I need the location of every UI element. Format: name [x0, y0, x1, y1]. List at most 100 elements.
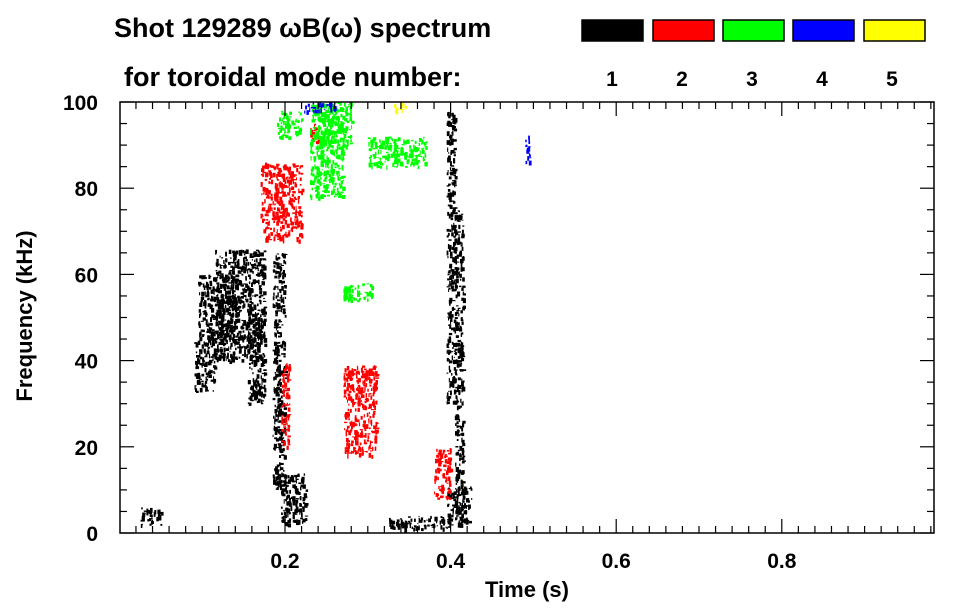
spectrum-pixel	[277, 415, 279, 420]
spectrum-pixel	[278, 127, 281, 130]
spectrum-pixel	[231, 356, 235, 360]
spectrum-pixel	[279, 378, 282, 381]
spectrum-pixel	[288, 173, 290, 176]
spectrum-pixel	[365, 397, 369, 402]
spectrum-pixel	[230, 304, 233, 307]
spectrum-pixel	[347, 408, 349, 411]
spectrum-pixel	[288, 414, 292, 416]
spectrum-pixel	[370, 143, 374, 148]
spectrum-pixel	[210, 335, 213, 339]
spectrum-pixel	[214, 330, 217, 333]
spectrum-pixel	[260, 376, 262, 379]
spectrum-pixel	[447, 461, 450, 464]
spectrum-pixel	[286, 123, 290, 125]
spectrum-pixel	[461, 385, 465, 387]
spectrum-pixel	[292, 212, 296, 214]
spectrum-pixel	[276, 357, 279, 360]
spectrum-pixel	[213, 376, 215, 381]
spectrum-pixel	[360, 387, 362, 390]
spectrum-pixel	[315, 110, 318, 112]
spectrum-pixel	[243, 321, 247, 325]
spectrum-pixel	[280, 344, 283, 349]
spectrum-pixel	[203, 341, 205, 346]
spectrum-pixel	[310, 172, 313, 176]
spectrum-pixel	[447, 468, 450, 471]
spectrum-pixel	[251, 259, 253, 261]
spectrum-pixel	[239, 299, 242, 302]
spectrum-pixel	[450, 152, 455, 154]
spectrum-pixel	[209, 304, 213, 310]
spectrum-pixel	[221, 257, 224, 259]
spectrum-pixel	[276, 348, 280, 354]
y-axis-label: Frequency (kHz)	[12, 230, 37, 401]
spectrum-pixel	[218, 324, 220, 329]
spectrum-pixel	[293, 191, 296, 194]
spectrum-pixel	[281, 371, 283, 373]
spectrum-pixel	[275, 232, 278, 234]
spectrum-pixel	[211, 329, 215, 332]
spectrum-pixel	[279, 136, 283, 139]
spectrum-pixel	[446, 195, 450, 198]
spectrum-pixel	[255, 345, 258, 347]
spectrum-pixel	[253, 391, 256, 395]
spectrum-pixel	[461, 451, 465, 456]
spectrum-pixel	[218, 354, 222, 360]
spectrum-pixel	[279, 448, 282, 453]
spectrum-pixel	[327, 157, 329, 163]
spectrum-pixel	[212, 340, 215, 344]
spectrum-pixel	[410, 161, 414, 165]
spectrum-pixel	[325, 177, 327, 179]
spectrum-pixel	[218, 270, 222, 274]
spectrum-pixel	[331, 139, 332, 143]
spectrum-pixel	[382, 146, 385, 150]
spectrum-pixel	[224, 263, 226, 267]
spectrum-pixel	[251, 358, 253, 361]
spectrum-pixel	[410, 164, 412, 167]
spectrum-pixel	[285, 490, 289, 494]
spectrum-pixel	[314, 110, 318, 114]
spectrum-pixel	[248, 362, 251, 365]
spectrum-pixel	[322, 190, 325, 193]
spectrum-pixel	[248, 281, 251, 285]
spectrum-pixel	[459, 463, 461, 467]
spectrum-pixel	[453, 381, 457, 383]
spectrum-pixel	[327, 190, 330, 194]
spectrum-pixel	[450, 170, 454, 172]
spectrum-pixel	[141, 523, 143, 526]
spectrum-pixel	[451, 131, 454, 134]
spectrum-pixel	[326, 120, 329, 123]
spectrum-pixel	[255, 327, 259, 332]
spectrum-pixel	[278, 273, 282, 278]
spectrum-pixel	[254, 323, 256, 328]
spectrum-pixel	[447, 284, 451, 286]
spectrum-pixel	[324, 119, 327, 122]
spectrum-pixel	[283, 431, 286, 433]
spectrum-pixel	[300, 484, 304, 488]
spectrum-pixel	[265, 221, 269, 225]
spectrum-pixel	[341, 165, 344, 171]
spectrum-pixel	[221, 278, 223, 282]
spectrum-pixel	[457, 291, 461, 297]
spectrum-pixel	[430, 515, 432, 519]
spectrum-pixel	[219, 332, 222, 334]
spectrum-pixel	[253, 396, 257, 401]
spectrum-pixel	[322, 141, 325, 147]
spectrum-pixel	[347, 136, 351, 138]
spectrum-pixel	[459, 278, 462, 281]
spectrum-pixel	[236, 278, 240, 282]
spectrum-pixel	[228, 275, 230, 279]
spectrum-pixel	[268, 233, 270, 237]
spectrum-pixel	[210, 345, 214, 348]
spectrum-pixel	[279, 289, 282, 294]
spectrum-pixel	[326, 114, 330, 119]
spectrum-pixel	[455, 431, 459, 436]
spectrum-pixel	[337, 164, 340, 168]
spectrum-pixel	[346, 126, 349, 129]
spectrum-pixel	[344, 119, 346, 122]
spectrum-pixel	[207, 305, 211, 307]
spectrum-pixel	[338, 142, 340, 145]
spectrum-pixel	[372, 386, 375, 388]
spectrum-pixel	[294, 222, 298, 226]
spectrum-pixel	[252, 271, 254, 274]
spectrum-pixel	[380, 166, 383, 169]
